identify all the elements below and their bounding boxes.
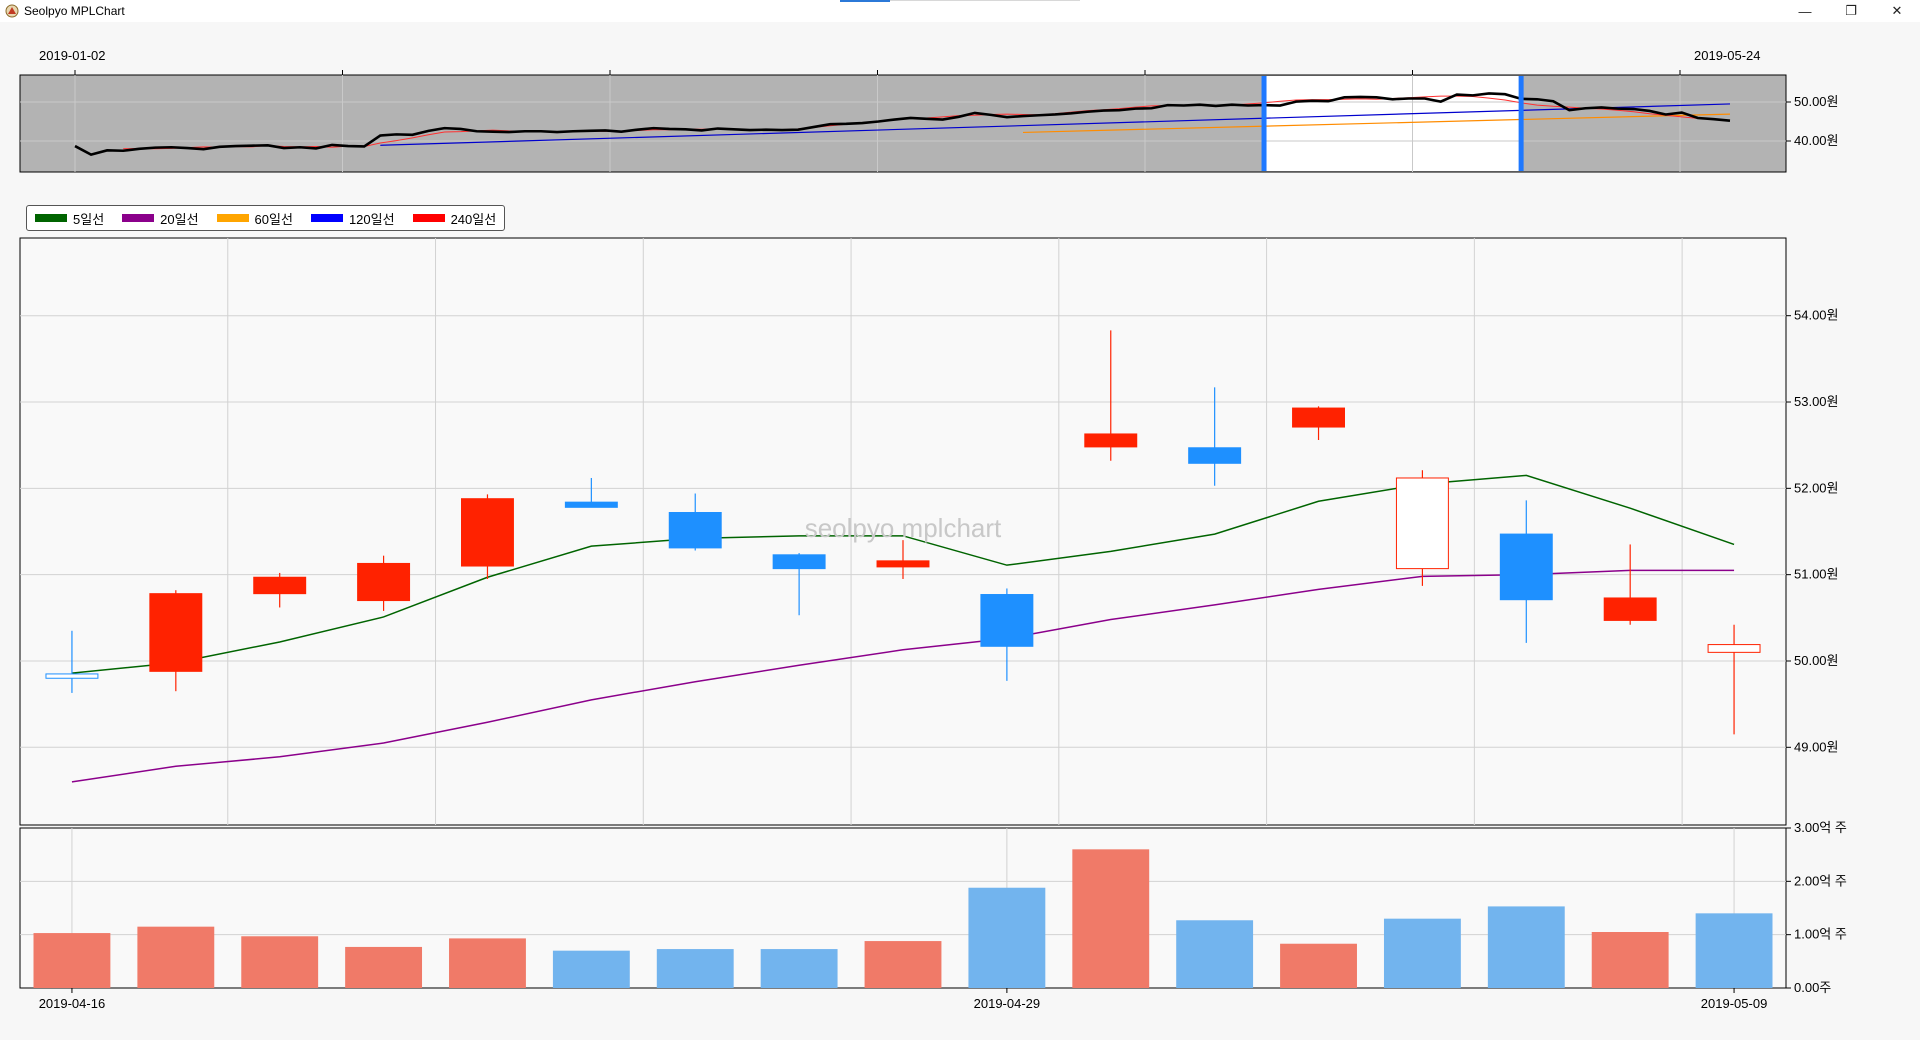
candle-body: [772, 554, 826, 570]
candle-body: [876, 560, 930, 568]
xtick-label: 2019-05-09: [1701, 996, 1768, 1011]
close-icon: ✕: [1891, 3, 1903, 18]
volume-ytick-label: 3.00억 주: [1794, 820, 1847, 835]
candle-body: [1499, 533, 1553, 601]
volume-bar: [1176, 920, 1254, 988]
legend-label: 60일선: [254, 211, 293, 227]
volume-bar: [968, 887, 1046, 988]
legend-item-ma60[interactable]: 60일선: [216, 209, 293, 228]
candle-body: [45, 673, 99, 679]
price-panel[interactable]: 49.00원 50.00원 51.00원 52.00원 53.00원 54.00원: [19, 237, 1839, 826]
price-ytick-label: 52.00원: [1794, 480, 1839, 495]
volume-bar: [33, 933, 111, 988]
app-logo-icon: [5, 4, 19, 18]
restore-button[interactable]: ❐: [1828, 0, 1874, 22]
xtick-label: 2019-04-29: [974, 996, 1041, 1011]
legend-label: 240일선: [450, 211, 497, 227]
volume-ytick-label: 1.00억 주: [1794, 927, 1847, 942]
candle-body: [1292, 407, 1346, 428]
volume-ytick-label: 0.00주: [1794, 980, 1831, 995]
legend-item-ma5[interactable]: 5일선: [35, 209, 104, 228]
navigator-selection: [1264, 76, 1522, 171]
volume-bar: [1280, 943, 1357, 988]
volume-bar: [241, 936, 319, 988]
legend-swatch: [216, 214, 249, 222]
volume-bar: [449, 938, 526, 988]
volume-ytick-label: 2.00억 주: [1794, 873, 1847, 888]
candle-body: [1395, 477, 1449, 570]
ma20-line: [71, 569, 1735, 783]
volume-panel[interactable]: 0.00주 1.00억 주 2.00억 주 3.00억 주 2019-04-16 2019…: [19, 820, 1847, 1011]
minimize-button[interactable]: —: [1782, 0, 1828, 22]
candle-body: [1707, 644, 1761, 653]
navigator-ytick-label: 40.00원: [1794, 133, 1839, 148]
navigator-selection-right-handle: [1518, 76, 1524, 171]
window-title: Seolpyo MPLChart: [24, 4, 125, 18]
legend-swatch: [310, 214, 343, 222]
candle-body: [357, 562, 411, 602]
volume-bar: [760, 949, 838, 988]
volume-bar: [1383, 918, 1461, 988]
candle-body: [564, 501, 618, 508]
price-ytick-label: 49.00원: [1794, 739, 1839, 754]
navigator-end-label: 2019-05-24: [1694, 48, 1761, 63]
xtick-label: 2019-04-16: [39, 996, 106, 1011]
ma5-line: [71, 474, 1735, 674]
candle-body: [668, 512, 722, 549]
navigator-ma120-line: [380, 103, 1731, 146]
volume-bar: [552, 950, 630, 988]
legend-label: 120일선: [348, 211, 395, 227]
minimize-icon: —: [1798, 3, 1812, 19]
close-button[interactable]: ✕: [1874, 0, 1920, 22]
navigator-ma60-line: [1022, 113, 1731, 134]
volume-bar: [656, 949, 734, 988]
navigator-selection-left-handle: [1261, 76, 1267, 171]
watermark: seolpyo mplchart: [805, 513, 1002, 543]
volume-bar: [864, 941, 942, 988]
navigator-start-label: 2019-01-02: [39, 48, 106, 63]
legend-item-ma240[interactable]: 240일선: [412, 209, 497, 228]
legend-item-ma20[interactable]: 20일선: [122, 209, 199, 228]
legend-label: 5일선: [73, 211, 105, 227]
restore-icon: ❐: [1845, 3, 1857, 18]
price-plot-area: [19, 237, 1787, 826]
candle-body: [461, 498, 514, 567]
volume-bar: [1072, 849, 1150, 988]
navigator-close-line: [74, 92, 1731, 157]
candle-body: [1603, 597, 1657, 621]
candle-body: [149, 593, 203, 672]
volume-bar: [345, 946, 423, 988]
legend-swatch: [122, 214, 155, 222]
price-ytick-label: 54.00원: [1794, 308, 1839, 323]
candle-body: [1084, 433, 1138, 448]
focus-indicator: [840, 0, 890, 2]
volume-bar: [1591, 932, 1669, 988]
price-ytick-label: 50.00원: [1794, 653, 1839, 668]
window-titlebar[interactable]: Seolpyo MPLChart — ❐ ✕: [0, 0, 1920, 22]
candle-body: [980, 594, 1034, 647]
price-ytick-label: 53.00원: [1794, 394, 1839, 409]
navigator-panel[interactable]: 50.00원 40.00원: [19, 70, 1839, 173]
legend[interactable]: 5일선 20일선 60일선 120일선 240일선: [26, 205, 506, 231]
volume-bar: [1487, 906, 1565, 988]
focus-indicator-track: [890, 0, 1080, 1]
price-ytick-label: 51.00원: [1794, 567, 1839, 582]
candle-body: [1188, 447, 1242, 464]
volume-bar: [1695, 913, 1773, 988]
legend-swatch: [412, 214, 445, 222]
candle-body: [253, 576, 307, 595]
legend-swatch: [35, 214, 67, 222]
legend-item-ma120[interactable]: 120일선: [310, 209, 395, 228]
volume-bar: [137, 926, 215, 988]
navigator-ytick-label: 50.00원: [1794, 94, 1839, 109]
legend-label: 20일선: [160, 211, 199, 227]
